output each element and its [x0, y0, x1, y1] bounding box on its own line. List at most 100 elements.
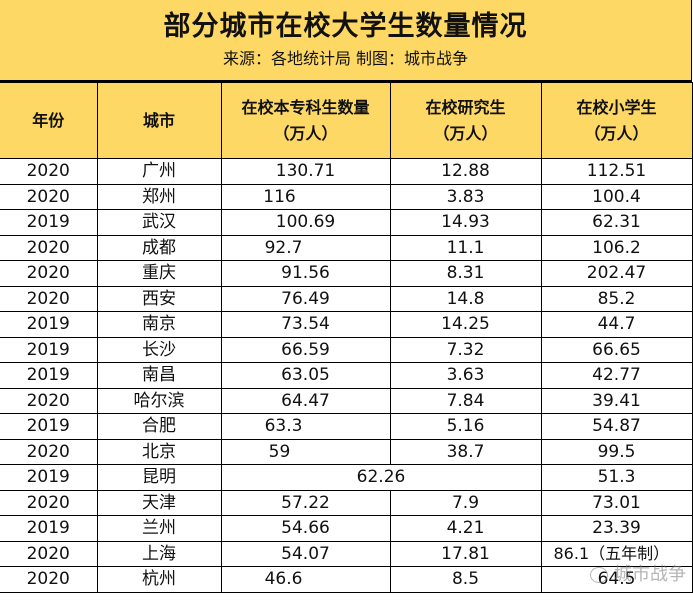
city-cell: 兰州	[96, 515, 222, 542]
year-cell: 2020	[0, 387, 98, 414]
table-row: 2020 西安 76.49 14.8 85.2	[0, 285, 693, 312]
grad-cell: 14.93	[389, 209, 542, 236]
primary-cell: 202.47	[540, 260, 693, 287]
undergrad-cell: 54.07	[220, 540, 391, 567]
table-row: 2020 杭州 46.6 8.5 64.5	[0, 566, 693, 593]
table-row: 2019 南昌 63.05 3.63 42.77	[0, 362, 693, 389]
primary-cell: 54.87	[540, 413, 693, 440]
grad-cell: 14.25	[389, 311, 542, 338]
city-cell: 长沙	[96, 336, 222, 363]
table-row: 2020 北京 59 38.7 99.5	[0, 438, 693, 465]
year-cell: 2019	[0, 311, 98, 338]
grad-cell: 7.9	[389, 489, 542, 516]
column-header-grad: 在校研究生 （万人）	[389, 82, 542, 159]
undergrad-cell: 46.6	[220, 566, 391, 593]
primary-cell: 39.41	[540, 387, 693, 414]
year-cell: 2020	[0, 260, 98, 287]
primary-cell: 66.65	[540, 336, 693, 363]
table-row: 2019 武汉 100.69 14.93 62.31	[0, 209, 693, 236]
grad-cell: 3.83	[389, 183, 542, 210]
grad-cell: 12.88	[389, 158, 542, 185]
grad-cell: 8.31	[389, 260, 542, 287]
city-cell: 天津	[96, 489, 222, 516]
primary-cell: 42.77	[540, 362, 693, 389]
table-row: 2020 广州 130.71 12.88 112.51	[0, 158, 693, 185]
city-cell: 南京	[96, 311, 222, 338]
table-row: 2019 南京 73.54 14.25 44.7	[0, 311, 693, 338]
column-header-undergrad: 在校本专科生数量 （万人）	[220, 82, 391, 159]
city-cell: 昆明	[96, 464, 222, 491]
grad-cell: 8.5	[389, 566, 542, 593]
city-cell: 广州	[96, 158, 222, 185]
undergrad-cell: 63.3	[220, 413, 391, 440]
primary-cell: 73.01	[540, 489, 693, 516]
table-row: 2020 哈尔滨 64.47 7.84 39.41	[0, 387, 693, 414]
header-unit: （万人）	[584, 123, 649, 143]
grad-cell: 38.7	[389, 438, 542, 465]
undergrad-cell: 66.59	[220, 336, 391, 363]
grad-cell: 14.8	[389, 285, 542, 312]
header-unit: （万人）	[433, 123, 498, 143]
grad-cell: 17.81	[389, 540, 542, 567]
year-cell: 2020	[0, 285, 98, 312]
table-header-row: 年份 城市 在校本专科生数量 （万人） 在校研究生 （万人） 在校小学生 （万人…	[0, 82, 693, 159]
header-label: 在校本专科生数量	[241, 97, 370, 117]
column-header-year: 年份	[0, 82, 98, 159]
city-cell: 上海	[96, 540, 222, 567]
year-cell: 2019	[0, 336, 98, 363]
year-cell: 2019	[0, 413, 98, 440]
merged-total-cell: 62.26	[220, 464, 542, 491]
year-cell: 2020	[0, 540, 98, 567]
primary-cell: 23.39	[540, 515, 693, 542]
undergrad-cell: 64.47	[220, 387, 391, 414]
primary-cell: 85.2	[540, 285, 693, 312]
primary-cell: 99.5	[540, 438, 693, 465]
year-cell: 2020	[0, 438, 98, 465]
city-students-table: 年份 城市 在校本专科生数量 （万人） 在校研究生 （万人） 在校小学生 （万人…	[0, 82, 693, 593]
year-cell: 2019	[0, 464, 98, 491]
undergrad-cell: 73.54	[220, 311, 391, 338]
grad-cell: 7.32	[389, 336, 542, 363]
city-cell: 杭州	[96, 566, 222, 593]
year-cell: 2020	[0, 234, 98, 261]
year-cell: 2020	[0, 158, 98, 185]
table-row: 2019 昆明 62.26 51.3	[0, 464, 693, 491]
header-label: 在校小学生	[576, 97, 657, 117]
city-cell: 西安	[96, 285, 222, 312]
undergrad-cell: 57.22	[220, 489, 391, 516]
city-cell: 哈尔滨	[96, 387, 222, 414]
grad-cell: 11.1	[389, 234, 542, 261]
undergrad-cell: 130.71	[220, 158, 391, 185]
year-cell: 2020	[0, 566, 98, 593]
year-cell: 2019	[0, 209, 98, 236]
table-row: 2020 天津 57.22 7.9 73.01	[0, 489, 693, 516]
primary-cell: 62.31	[540, 209, 693, 236]
year-cell: 2020	[0, 183, 98, 210]
table-row: 2020 成都 92.7 11.1 106.2	[0, 234, 693, 261]
header-label: 在校研究生	[425, 97, 506, 117]
table-row: 2020 郑州 116 3.83 100.4	[0, 183, 693, 210]
primary-cell: 64.5	[540, 566, 693, 593]
undergrad-cell: 76.49	[220, 285, 391, 312]
city-cell: 合肥	[96, 413, 222, 440]
undergrad-cell: 116	[220, 183, 391, 210]
city-cell: 武汉	[96, 209, 222, 236]
undergrad-cell: 91.56	[220, 260, 391, 287]
undergrad-cell: 92.7	[220, 234, 391, 261]
primary-cell: 86.1（五年制）	[540, 540, 693, 567]
undergrad-cell: 54.66	[220, 515, 391, 542]
header-unit: （万人）	[273, 123, 338, 143]
city-cell: 郑州	[96, 183, 222, 210]
table-row: 2019 合肥 63.3 5.16 54.87	[0, 413, 693, 440]
column-header-city: 城市	[96, 82, 222, 159]
primary-cell: 106.2	[540, 234, 693, 261]
table-row: 2020 重庆 91.56 8.31 202.47	[0, 260, 693, 287]
grad-cell: 5.16	[389, 413, 542, 440]
table-row: 2019 兰州 54.66 4.21 23.39	[0, 515, 693, 542]
primary-cell: 44.7	[540, 311, 693, 338]
table-row: 2019 长沙 66.59 7.32 66.65	[0, 336, 693, 363]
undergrad-cell: 100.69	[220, 209, 391, 236]
year-cell: 2019	[0, 515, 98, 542]
header-label: 城市	[142, 110, 175, 130]
year-cell: 2019	[0, 362, 98, 389]
